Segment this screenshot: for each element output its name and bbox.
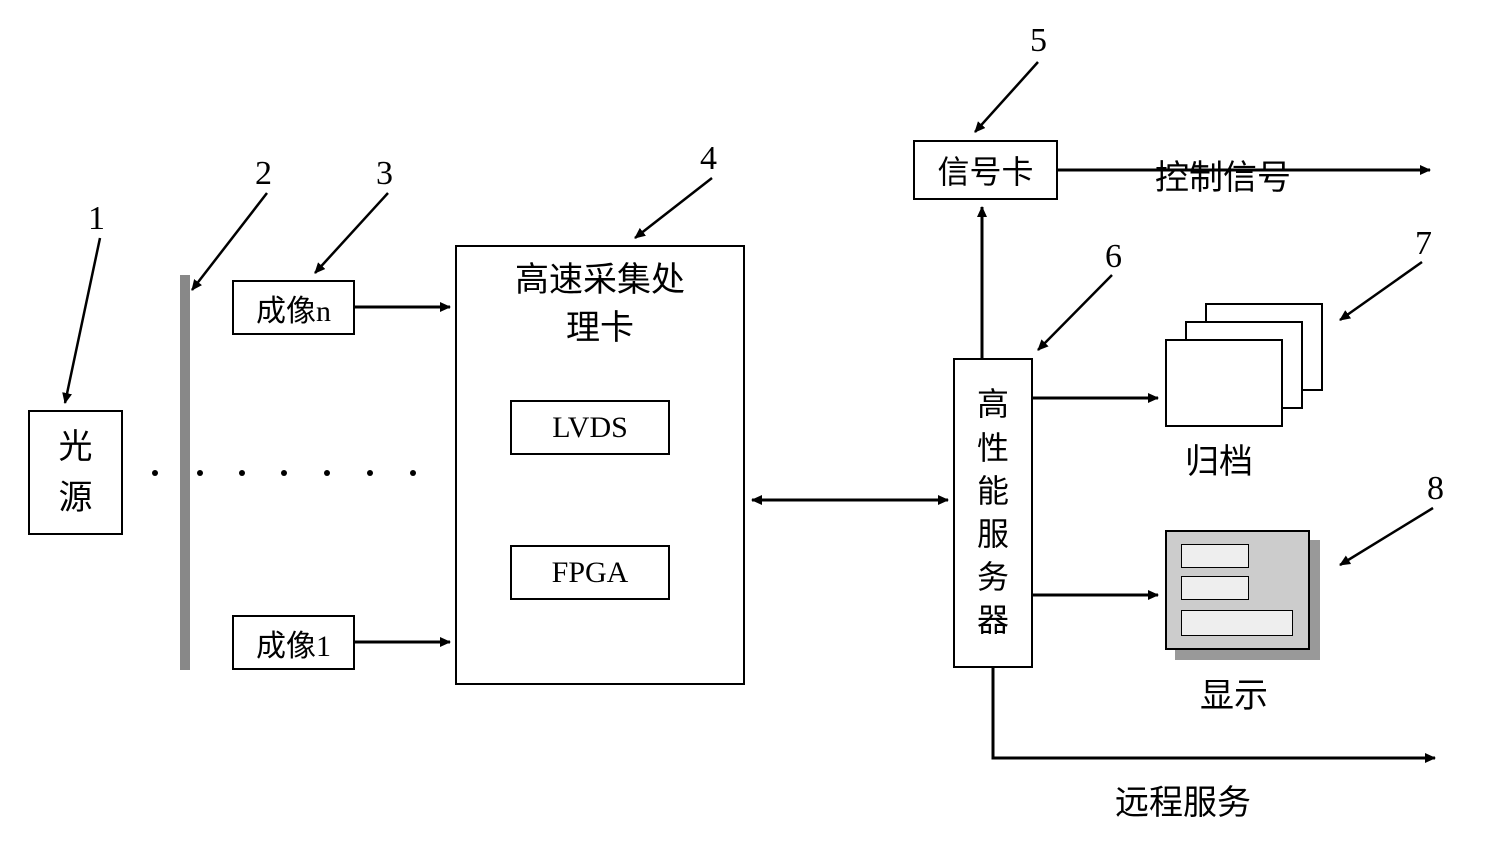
ellipsis-dot [324,470,330,476]
acquisition-card-title: 高速采集处 理卡 [515,257,685,352]
object-strip [180,275,190,670]
fpga-label: FPGA [552,556,629,590]
signal-card-label: 信号卡 [937,147,1033,193]
imager-n-label: 成像n [256,286,331,330]
callout-8: 8 [1427,470,1444,508]
light-source-label: 光 源 [59,422,93,524]
archive-label: 归档 [1185,434,1253,483]
server-label: 高 性 能 服 务 器 [977,383,1009,642]
control-signal-label: 控制信号 [1155,150,1291,199]
ellipsis-dot [281,470,287,476]
callout-1: 1 [88,200,105,238]
lvds-box: LVDS [510,400,670,455]
acquisition-card-box: 高速采集处 理卡 [455,245,745,685]
callout-7: 7 [1415,225,1432,263]
ellipsis-dot [152,470,158,476]
callout-3: 3 [376,155,393,193]
fpga-box: FPGA [510,545,670,600]
ellipsis-dot [410,470,416,476]
callout-4: 4 [700,140,717,178]
callout-2: 2 [255,155,272,193]
imager-1-box: 成像1 [232,615,355,670]
display-label: 显示 [1200,668,1268,717]
ellipsis-dot [197,470,203,476]
light-source-box: 光 源 [28,410,123,535]
ellipsis-dot [367,470,373,476]
archive-icon [1165,303,1335,423]
server-box: 高 性 能 服 务 器 [953,358,1033,668]
ellipsis-dot [239,470,245,476]
monitor-icon [1165,530,1320,660]
imager-n-box: 成像n [232,280,355,335]
signal-card-box: 信号卡 [913,140,1058,200]
remote-label: 远程服务 [1115,775,1251,824]
callout-5: 5 [1030,22,1047,60]
lvds-label: LVDS [552,411,628,445]
callout-6: 6 [1105,238,1122,276]
imager-1-label: 成像1 [256,621,331,665]
